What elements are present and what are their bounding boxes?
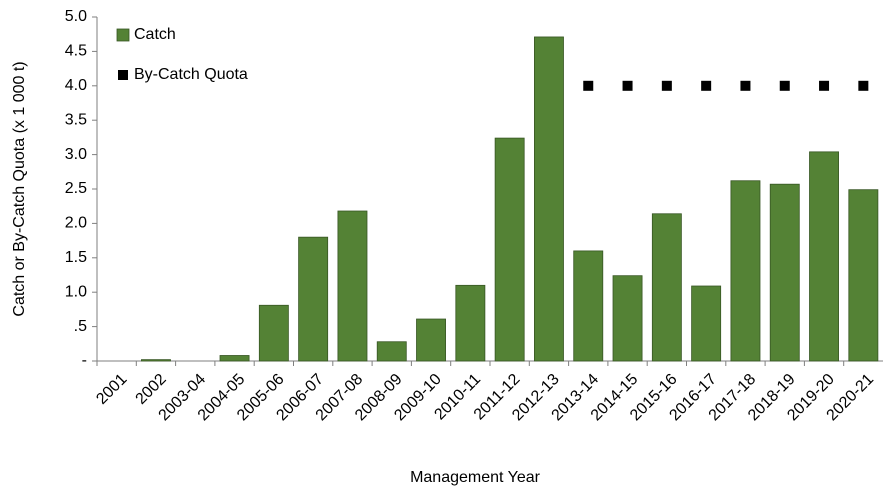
bar xyxy=(534,36,564,362)
bar xyxy=(494,137,525,362)
y-tick-label: 1.5 xyxy=(65,249,87,266)
legend-swatch xyxy=(118,70,128,80)
legend-label: Catch xyxy=(134,26,176,43)
bar xyxy=(848,189,879,362)
quota-marker xyxy=(622,80,633,91)
bar xyxy=(416,318,446,362)
y-tick-label: .5 xyxy=(74,318,87,335)
quota-marker xyxy=(858,80,869,91)
bar xyxy=(141,359,171,362)
y-tick-label: 1.0 xyxy=(65,283,87,300)
bar xyxy=(809,151,839,362)
quota-marker xyxy=(661,80,672,91)
bar xyxy=(337,210,368,362)
y-axis-title: Catch or By-Catch Quota (x 1 000 t) xyxy=(11,61,28,316)
y-tick-label: 4.0 xyxy=(65,77,87,94)
bar xyxy=(730,180,761,362)
legend-label: By-Catch Quota xyxy=(134,66,248,83)
bar xyxy=(298,236,329,362)
bar xyxy=(455,284,486,362)
quota-marker xyxy=(740,80,751,91)
y-tick-label: 2.5 xyxy=(65,180,87,197)
y-tick-label: 3.5 xyxy=(65,111,87,128)
quota-marker xyxy=(779,80,790,91)
legend-swatch xyxy=(116,28,130,42)
quota-marker xyxy=(583,80,594,91)
quota-marker xyxy=(701,80,712,91)
x-axis-title: Management Year xyxy=(410,469,541,486)
bar xyxy=(651,213,682,362)
y-tick-label: 3.0 xyxy=(65,146,87,163)
quota-marker xyxy=(819,80,830,91)
y-tick-label: - xyxy=(82,352,87,369)
bar xyxy=(769,183,800,362)
x-tick-label: 2001 xyxy=(93,371,130,408)
y-tick-label: 2.0 xyxy=(65,215,87,232)
y-tick-label: 5.0 xyxy=(65,8,87,25)
bar xyxy=(691,285,722,362)
y-tick-label: 4.5 xyxy=(65,43,87,60)
bar xyxy=(219,355,250,362)
bar xyxy=(258,304,289,362)
bar xyxy=(573,250,604,362)
bar xyxy=(376,341,407,362)
bar xyxy=(612,275,643,362)
